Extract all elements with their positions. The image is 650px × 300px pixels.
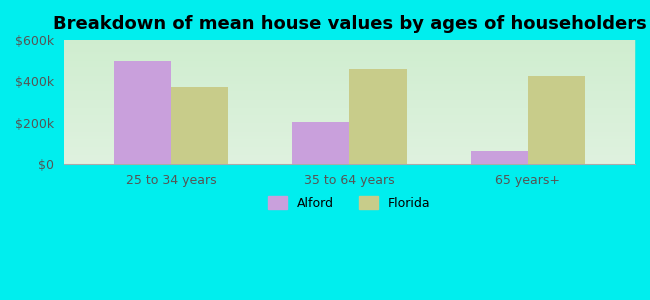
Bar: [171, 87, 228, 164]
Bar: [471, 151, 528, 164]
Bar: [292, 122, 350, 164]
Bar: [114, 61, 171, 164]
Legend: Alford, Florida: Alford, Florida: [268, 196, 430, 210]
Bar: [350, 69, 406, 164]
Title: Breakdown of mean house values by ages of householders: Breakdown of mean house values by ages o…: [53, 15, 646, 33]
Bar: [528, 76, 585, 164]
